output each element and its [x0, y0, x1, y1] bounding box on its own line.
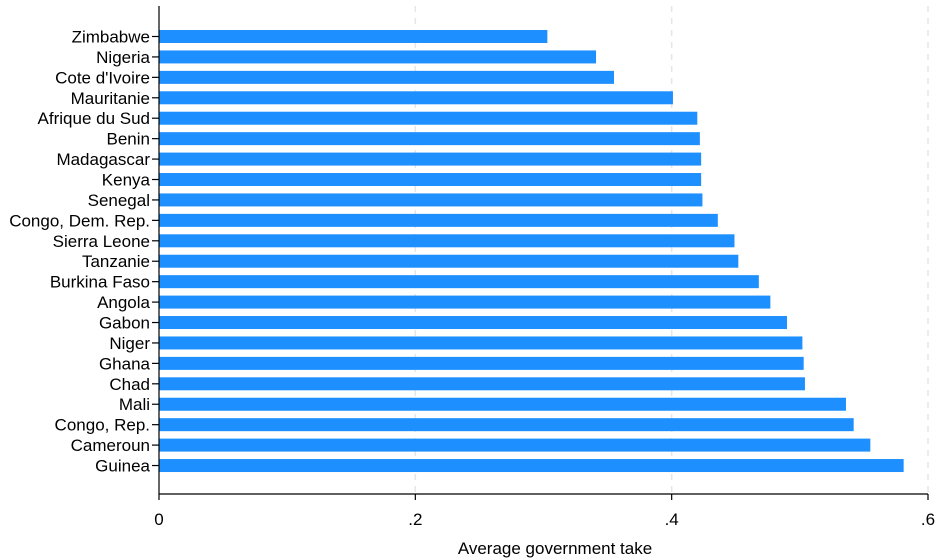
bar [159, 213, 718, 227]
category-label: Congo, Rep. [55, 416, 150, 435]
bar [159, 356, 804, 370]
category-label: Afrique du Sud [38, 109, 150, 128]
category-label: Guinea [95, 457, 150, 476]
category-label: Angola [97, 293, 150, 312]
category-label: Mauritanie [71, 89, 150, 108]
bar [159, 377, 805, 391]
category-label: Burkina Faso [50, 273, 150, 292]
category-label: Tanzanie [82, 252, 150, 271]
bar [159, 193, 703, 207]
bar [159, 336, 803, 350]
bars [159, 30, 904, 473]
category-label: Cameroun [71, 436, 150, 455]
bar [159, 254, 739, 268]
bar [159, 50, 597, 64]
category-label: Ghana [99, 354, 151, 373]
bar [159, 111, 698, 125]
bar [159, 132, 700, 146]
bar [159, 438, 871, 452]
category-label: Madagascar [56, 150, 150, 169]
bar [159, 459, 904, 473]
bar [159, 295, 771, 309]
category-label: Benin [107, 130, 150, 149]
category-label: Niger [109, 334, 150, 353]
bar [159, 234, 735, 248]
bar [159, 316, 788, 330]
bar [159, 152, 702, 166]
category-label: Sierra Leone [53, 232, 150, 251]
x-tick-label: .2 [408, 510, 422, 529]
bar [159, 397, 846, 411]
bar [159, 70, 614, 84]
x-axis-title: Average government take [458, 539, 652, 558]
category-label: Mali [119, 395, 150, 414]
bar [159, 418, 854, 432]
category-label: Zimbabwe [72, 28, 150, 47]
category-label: Kenya [102, 171, 151, 190]
category-label: Chad [109, 375, 150, 394]
category-label: Congo, Dem. Rep. [9, 211, 150, 230]
x-tick-label: .6 [921, 510, 935, 529]
x-tick-label: .4 [665, 510, 679, 529]
category-label: Cote d'Ivoire [55, 68, 150, 87]
gridlines [414, 6, 929, 494]
x-tick-label: 0 [154, 510, 163, 529]
category-label: Senegal [88, 191, 150, 210]
bar [159, 30, 548, 43]
bar [159, 275, 759, 289]
category-label: Gabon [99, 314, 150, 333]
category-label: Nigeria [96, 48, 150, 67]
bar [159, 91, 673, 105]
x-ticks: 0 .2 .4 .6 [154, 494, 935, 529]
bar [159, 173, 702, 187]
